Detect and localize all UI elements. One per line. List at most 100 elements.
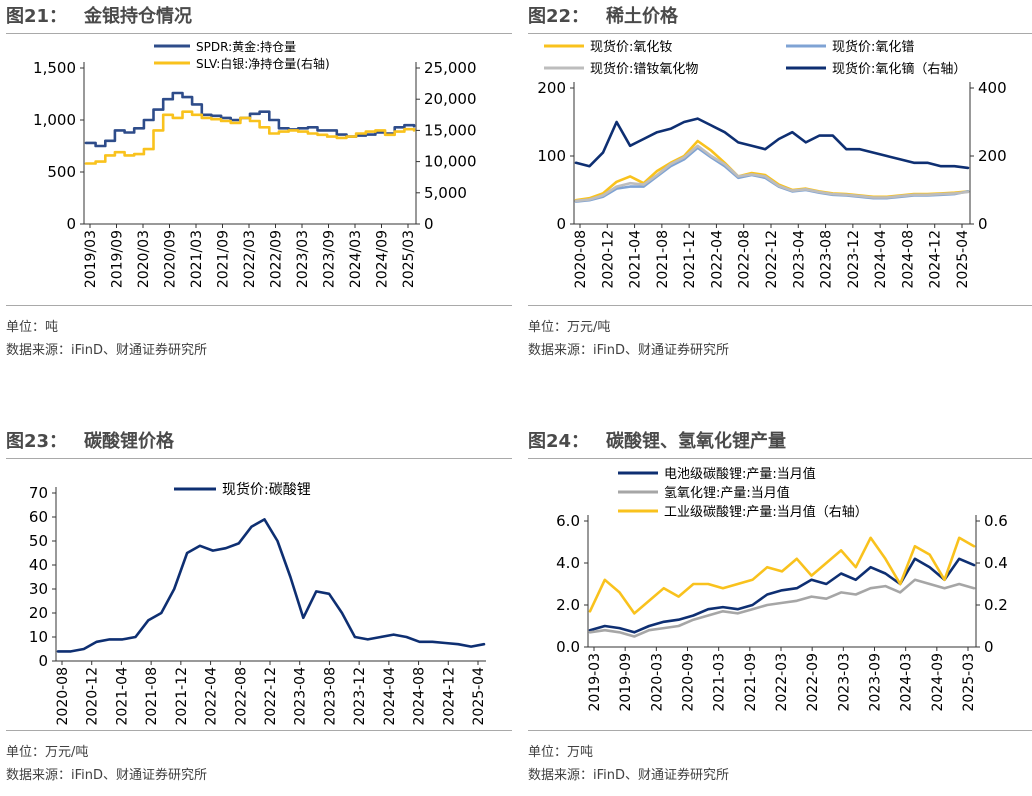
x-tick-label: 2020/09 — [163, 230, 179, 288]
lithium-price-chart: 0 10 20 30 40 50 60 70 2020-08 2020-12 2021-04 2021… — [29, 481, 487, 726]
title-divider — [528, 33, 1032, 34]
y-tick-label-right: 0.6 — [984, 512, 1008, 530]
source-note: 数据来源：iFinD、财通证券研究所 — [528, 343, 730, 358]
panel-title: 图22： 稀土价格 — [528, 2, 1032, 32]
y-tick-label-left: 500 — [47, 163, 76, 181]
series-line-3 — [574, 144, 970, 203]
x-tick-label: 2025-04 — [955, 230, 971, 289]
y-tick-label-right: 200 — [978, 147, 1007, 165]
x-tick-label: 2019-03 — [587, 653, 603, 712]
panel-title: 图23： 碳酸锂价格 — [6, 427, 512, 457]
x-tick-label: 2023-08 — [819, 230, 835, 289]
y-tick-label-right: 5,000 — [424, 184, 467, 202]
x-tick-label: 2020-09 — [681, 653, 697, 712]
x-tick-label: 2022-03 — [774, 653, 790, 712]
x-tick-label: 2021/09 — [216, 230, 232, 288]
x-tick-label: 2022-04 — [204, 667, 220, 726]
x-tick-label: 2023-04 — [293, 667, 309, 726]
gold-silver-chart: 0 500 1,000 1,500 0 5,000 10,000 15,000 20,000 25… — [33, 39, 477, 288]
unit-note: 单位：万元/吨 — [6, 745, 89, 760]
series-line-2 — [84, 110, 416, 165]
y-tick-label-left: 4.0 — [556, 554, 580, 572]
x-tick-label: 2021-12 — [682, 230, 698, 289]
legend-label: 工业级碳酸锂:产量:当月值（右轴） — [664, 504, 868, 520]
x-tick-label: 2024-04 — [382, 667, 398, 726]
figure-number: 图21： — [6, 6, 68, 27]
y-tick-label-left: 2.0 — [556, 596, 580, 614]
y-tick-label-left: 50 — [29, 532, 48, 550]
x-tick-label: 2021-08 — [655, 230, 671, 289]
x-tick-label: 2022/03 — [242, 230, 258, 288]
x-tick-label: 2020-03 — [649, 653, 665, 712]
figure-title: 碳酸锂、氢氧化锂产量 — [606, 431, 786, 452]
x-tick-label: 2025-03 — [961, 653, 977, 712]
lithium-output-chart: 0.0 2.0 4.0 6.0 0 0.2 0.4 0.6 2019-03 2019-09 2020… — [556, 466, 1008, 712]
y-tick-label-right: 10,000 — [424, 153, 477, 171]
x-tick-label: 2022-12 — [263, 667, 279, 726]
x-tick-label: 2023-12 — [352, 667, 368, 726]
bottom-divider — [528, 730, 1032, 731]
x-tick-label: 2024-12 — [441, 667, 457, 726]
x-tick-label: 2024-09 — [930, 653, 946, 712]
y-tick-label-left: 30 — [29, 580, 48, 598]
x-tick-label: 2025-04 — [471, 667, 487, 726]
x-tick-label: 2021-08 — [144, 667, 160, 726]
x-tick-label: 2019-09 — [618, 653, 634, 712]
source-note: 数据来源：iFinD、财通证券研究所 — [6, 343, 208, 358]
x-tick-label: 2020/03 — [136, 230, 152, 288]
source-note: 数据来源：iFinD、财通证券研究所 — [528, 768, 730, 783]
y-tick-label-right: 0 — [978, 215, 988, 233]
x-tick-label: 2022-04 — [709, 230, 725, 289]
x-tick-label: 2022-08 — [737, 230, 753, 288]
x-tick-label: 2024-03 — [899, 653, 915, 712]
x-tick-label: 2021-12 — [174, 667, 190, 726]
x-tick-label: 2021-03 — [712, 653, 728, 712]
y-tick-label-right: 20,000 — [424, 90, 477, 108]
y-tick-label-left: 0 — [38, 652, 48, 670]
legend-label: 现货价:镨钕氧化物 — [590, 61, 698, 77]
figure-title: 碳酸锂价格 — [84, 431, 174, 452]
x-tick-label: 2024/09 — [375, 230, 391, 288]
bottom-divider — [528, 305, 1032, 306]
x-tick-label: 2024/03 — [348, 230, 364, 288]
y-tick-label-left: 70 — [29, 484, 48, 502]
x-tick-label: 2022/09 — [269, 230, 285, 288]
legend-label: 电池级碳酸锂:产量:当月值 — [664, 466, 816, 482]
x-tick-label: 2020-08 — [55, 667, 71, 726]
x-tick-label: 2024-12 — [928, 230, 944, 289]
y-tick-label-left: 6.0 — [556, 512, 580, 530]
figure-number: 图22： — [528, 6, 590, 27]
x-tick-label: 2020-08 — [573, 230, 589, 289]
title-divider — [528, 458, 1032, 459]
series-line-1 — [56, 518, 486, 653]
unit-note: 单位：吨 — [6, 320, 59, 335]
y-tick-label-left: 0 — [556, 215, 566, 233]
series-line-3 — [588, 536, 976, 615]
y-tick-label-left: 10 — [29, 628, 48, 646]
figure-title: 金银持仓情况 — [84, 6, 192, 27]
y-tick-label-right: 0 — [424, 215, 434, 233]
x-tick-label: 2022-08 — [233, 667, 249, 726]
y-tick-label-left: 20 — [29, 604, 48, 622]
x-tick-label: 2020-12 — [85, 667, 101, 726]
figure-number: 图23： — [6, 431, 68, 452]
legend-label: 现货价:碳酸锂 — [222, 481, 311, 498]
x-tick-label: 2021-04 — [628, 230, 644, 289]
y-tick-label-right: 0.2 — [984, 596, 1008, 614]
rare-earth-chart: 0 100 200 0 200 400 2020-08 2020-12 2021-04 2021-… — [537, 39, 1007, 289]
unit-note: 单位：万元/吨 — [528, 320, 611, 335]
legend-label: 现货价:氧化镝（右轴） — [832, 61, 966, 77]
y-tick-label-right: 0 — [984, 638, 994, 656]
x-tick-label: 2021-09 — [743, 653, 759, 712]
title-divider — [6, 458, 512, 459]
figure-number: 图24： — [528, 431, 590, 452]
x-tick-label: 2020-12 — [600, 230, 616, 289]
source-note: 数据来源：iFinD、财通证券研究所 — [6, 768, 208, 783]
bottom-divider — [6, 305, 512, 306]
y-tick-label-left: 200 — [537, 79, 566, 97]
x-tick-label: 2024-08 — [412, 667, 428, 726]
y-tick-label-left: 60 — [29, 508, 48, 526]
series-line-2 — [588, 578, 976, 638]
panel-title: 图21： 金银持仓情况 — [6, 2, 512, 32]
y-tick-label-left: 1,000 — [33, 111, 76, 129]
